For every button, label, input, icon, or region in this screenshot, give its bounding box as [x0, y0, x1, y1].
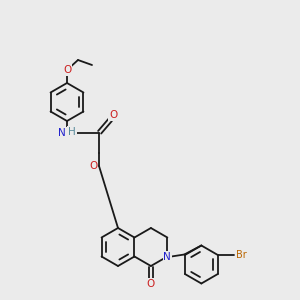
- Text: Br: Br: [236, 250, 247, 260]
- Text: O: O: [109, 110, 117, 120]
- Text: H: H: [68, 127, 76, 137]
- Text: O: O: [147, 279, 155, 289]
- Text: O: O: [63, 65, 71, 75]
- Text: N: N: [164, 251, 171, 262]
- Text: O: O: [89, 161, 97, 171]
- Text: N: N: [58, 128, 66, 138]
